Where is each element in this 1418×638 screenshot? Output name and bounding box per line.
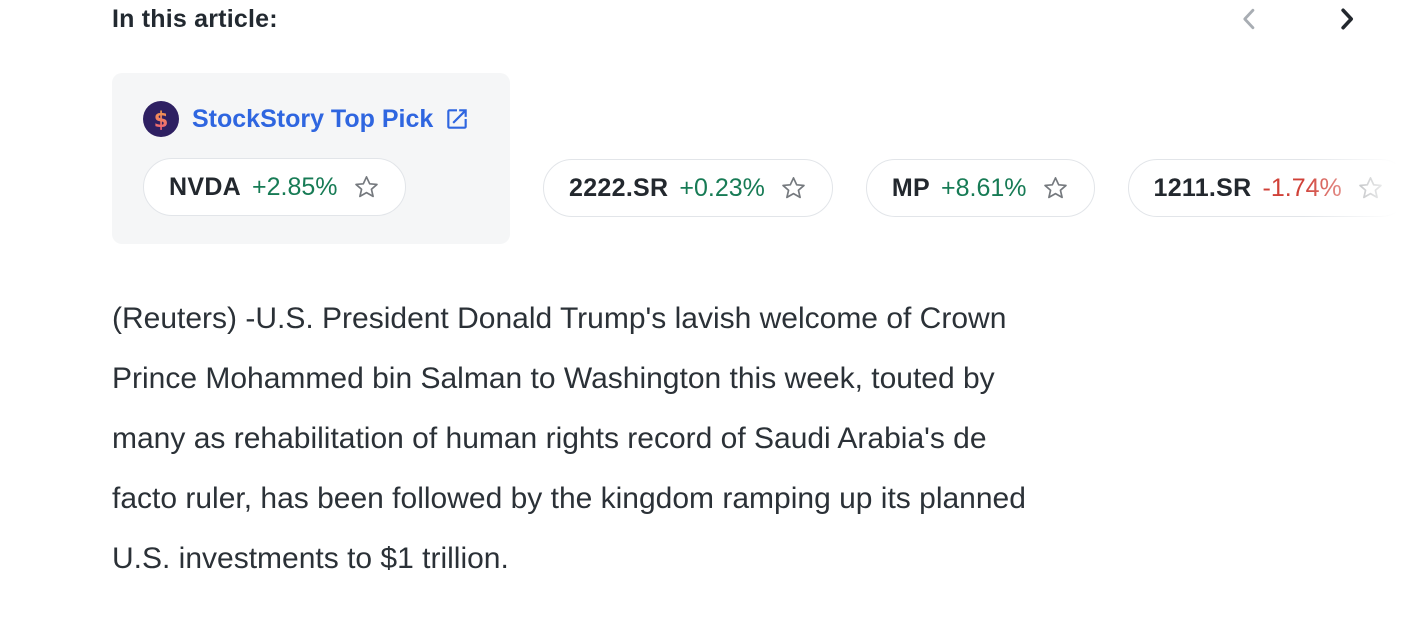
svg-text:$: $ — [154, 108, 169, 132]
stockstory-top-pick-link[interactable]: StockStory Top Pick — [192, 105, 470, 134]
article-line: (Reuters) -U.S. President Donald Trump's… — [112, 302, 1007, 335]
article-line: Prince Mohammed bin Salman to Washington… — [112, 362, 995, 395]
ticker-symbol: MP — [891, 173, 930, 202]
ticker-change: +8.61% — [941, 173, 1027, 202]
stockstory-featured-card: $ StockStory Top Pick NVDA +2.85% — [112, 73, 510, 244]
ticker-change: +2.85% — [252, 172, 338, 201]
star-icon — [353, 174, 380, 201]
carousel-next-button[interactable] — [1332, 5, 1360, 33]
in-this-article-header: In this article: — [112, 2, 1418, 36]
stockstory-top-pick-label: StockStory Top Pick — [192, 104, 434, 133]
chevron-left-icon — [1236, 5, 1264, 33]
article-line: many as rehabilitation of human rights r… — [112, 422, 987, 455]
ticker-carousel: $ StockStory Top Pick NVDA +2.85% — [112, 73, 1418, 245]
star-icon — [1357, 175, 1384, 202]
chevron-right-icon — [1332, 5, 1360, 33]
ticker-symbol: 1211.SR — [1153, 173, 1252, 202]
stockstory-badge-row: $ StockStory Top Pick — [143, 101, 480, 137]
ticker-carousel-nav — [1236, 5, 1360, 33]
ticker-change: +0.23% — [679, 173, 765, 202]
external-link-icon — [444, 106, 470, 132]
ticker-pill-mp[interactable]: MP +8.61% — [865, 159, 1095, 217]
article-paragraph: (Reuters) -U.S. President Donald Trump's… — [112, 289, 1418, 589]
ticker-change: -1.74% — [1262, 173, 1342, 202]
article-line: U.S. investments to $1 trillion. — [112, 542, 509, 575]
watchlist-star-button[interactable] — [353, 174, 380, 201]
star-icon — [780, 175, 807, 202]
page-title: In this article: — [112, 4, 278, 33]
watchlist-star-button[interactable] — [780, 175, 807, 202]
ticker-pill-1211sr[interactable]: 1211.SR -1.74% — [1127, 159, 1410, 217]
watchlist-star-button[interactable] — [1042, 175, 1069, 202]
carousel-prev-button[interactable] — [1236, 5, 1264, 33]
ticker-symbol: NVDA — [169, 172, 242, 201]
ticker-pill-2222sr[interactable]: 2222.SR +0.23% — [543, 159, 833, 217]
article-page: In this article: — [112, 2, 1418, 589]
dollar-badge-icon: $ — [143, 101, 179, 137]
watchlist-star-button[interactable] — [1357, 175, 1384, 202]
ticker-pill-nvda[interactable]: NVDA +2.85% — [143, 158, 406, 216]
ticker-symbol: 2222.SR — [569, 173, 669, 202]
article-line: facto ruler, has been followed by the ki… — [112, 482, 1026, 515]
star-icon — [1042, 175, 1069, 202]
